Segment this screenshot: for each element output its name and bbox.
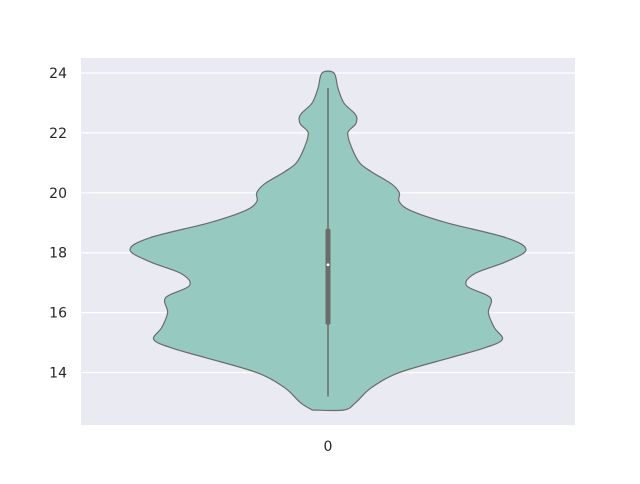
y-tick-label: 24 [49,66,67,82]
x-tick-label: 0 [324,439,333,455]
y-tick-label: 20 [49,186,67,202]
violin-iqr-box [325,228,331,325]
y-tick-label: 18 [49,246,67,262]
violin-layer [129,70,527,412]
y-tick-label: 16 [49,306,67,322]
y-tick-label: 22 [49,126,67,142]
violin-median-point [326,263,330,267]
x-axis-ticks: 0 [324,439,333,455]
y-tick-label: 14 [49,366,67,382]
y-axis-ticks: 14 16 18 20 22 24 [49,66,67,382]
